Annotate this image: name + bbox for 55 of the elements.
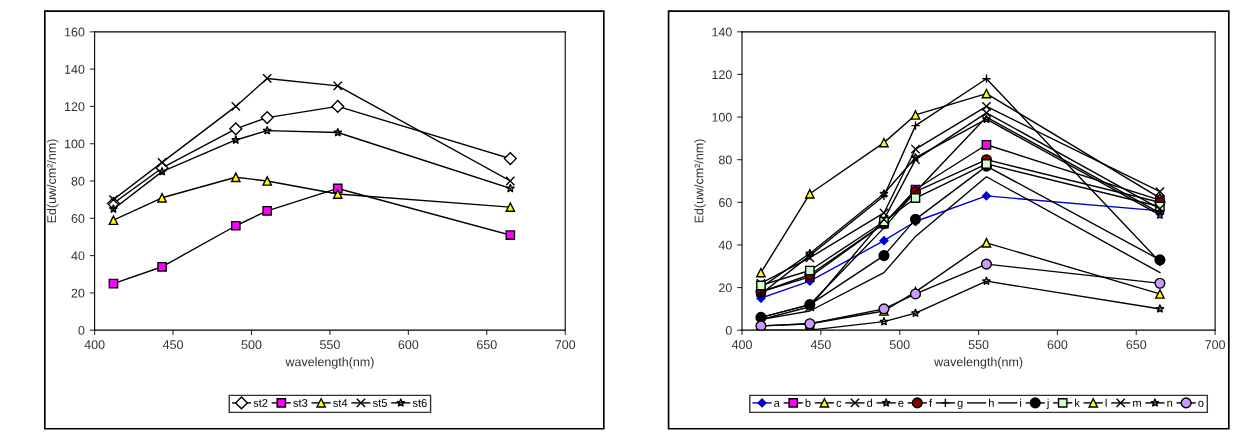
legend-label: f	[929, 398, 933, 407]
x-tick-label: 700	[555, 340, 576, 350]
x-tick-label: 550	[320, 340, 340, 350]
legend-label: o	[1198, 400, 1204, 407]
x-tick-label: 700	[1205, 340, 1226, 350]
legend-label: n	[1167, 400, 1173, 407]
y-tick-label: 0	[78, 325, 85, 335]
x-tick-label: 650	[1126, 340, 1147, 350]
y-axis-title: Ed(uw/cm²/nm)	[694, 139, 706, 223]
legend-label: j	[1046, 398, 1049, 410]
legend-label: l	[1105, 398, 1107, 407]
y-tick-label: 100	[712, 112, 732, 122]
x-tick-label: 500	[889, 340, 910, 350]
y-tick-label: 20	[71, 288, 85, 298]
x-tick-label: 450	[162, 340, 183, 350]
x-tick-label: 600	[1047, 340, 1068, 350]
y-tick-label: 140	[65, 64, 85, 74]
y-tick-label: 100	[65, 139, 85, 149]
x-tick-label: 400	[731, 340, 752, 350]
legend-label: a	[774, 400, 780, 407]
legend-label: st5	[372, 399, 387, 407]
legend-label: st2	[253, 399, 268, 407]
y-tick-label: 40	[718, 240, 732, 250]
y-tick-label: 120	[65, 102, 85, 112]
legend-label: st3	[293, 399, 308, 407]
y-tick-label: 60	[71, 214, 85, 223]
legend-label: g	[957, 400, 963, 410]
y-tick-label: 160	[65, 27, 85, 37]
legend-label: m	[1133, 400, 1141, 407]
legend-label: e	[898, 400, 904, 407]
x-tick-label: 600	[398, 340, 419, 350]
y-tick-label: 120	[712, 70, 732, 80]
x-tick-label: 550	[968, 340, 989, 350]
x-tick-label: 650	[477, 340, 497, 350]
legend-label: d	[867, 398, 873, 407]
legend-label: st6	[412, 399, 427, 407]
x-tick-label: 500	[241, 340, 262, 350]
x-axis-title: wavelength(nm)	[934, 357, 1023, 369]
legend-label: c	[836, 400, 842, 407]
y-tick-label: 80	[71, 176, 85, 186]
legend-label: b	[805, 398, 811, 407]
y-axis-title: Ed(uw/cm²/nm)	[46, 139, 59, 223]
x-tick-label: 400	[84, 340, 105, 350]
y-tick-label: 60	[719, 198, 732, 207]
x-tick-label: 450	[810, 340, 831, 350]
y-tick-label: 40	[71, 251, 85, 261]
x-axis-title: wavelength(nm)	[285, 357, 374, 369]
legend-label: i	[1020, 398, 1022, 407]
y-tick-label: 20	[719, 283, 732, 293]
legend-label: k	[1075, 398, 1080, 407]
legend-label: h	[989, 398, 994, 407]
legend-label: st4	[333, 399, 348, 407]
y-tick-label: 0	[725, 325, 732, 335]
y-tick-label: 140	[712, 27, 732, 37]
y-tick-label: 80	[718, 155, 732, 165]
